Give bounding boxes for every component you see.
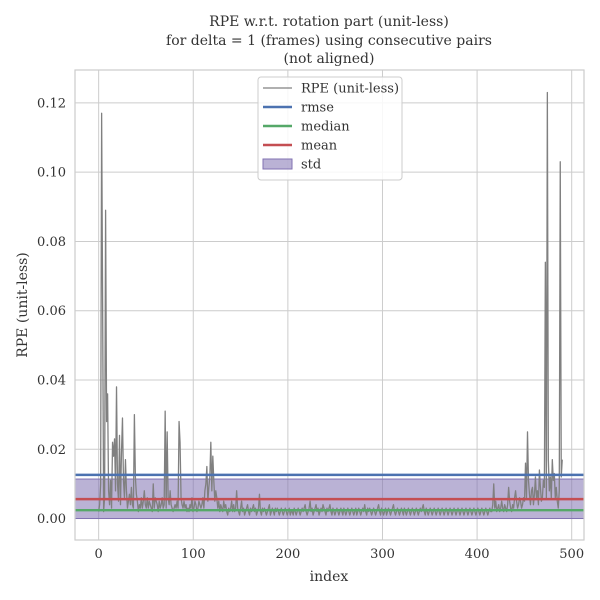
legend-item-mean: mean xyxy=(263,139,338,154)
x-tick-label: 500 xyxy=(559,547,584,562)
x-tick-label: 100 xyxy=(181,547,206,562)
chart-title-line-3: (not aligned) xyxy=(284,51,375,67)
legend-label: RPE (unit-less) xyxy=(301,82,399,97)
x-tick-label: 300 xyxy=(370,547,395,562)
y-tick-label: 0.10 xyxy=(37,166,66,181)
legend-swatch xyxy=(262,158,293,170)
y-tick-label: 0.08 xyxy=(37,235,66,250)
x-axis-label: index xyxy=(310,569,349,585)
legend-label: rmse xyxy=(301,101,334,116)
x-tick-label: 200 xyxy=(275,547,300,562)
legend-label: mean xyxy=(301,139,338,154)
legend-item-std: std xyxy=(262,158,321,173)
legend-label: median xyxy=(301,120,350,135)
x-tick-labels: 0 100 200 300 400 500 xyxy=(95,547,585,562)
y-tick-label: 0.12 xyxy=(37,96,66,111)
legend: RPE (unit-less) rmse median mean std xyxy=(257,76,403,181)
legend-item-median: median xyxy=(263,120,350,135)
plot-frame xyxy=(74,69,585,541)
legend-label: std xyxy=(301,158,321,173)
x-tick-label: 0 xyxy=(95,547,103,562)
y-tick-label: 0.00 xyxy=(37,512,66,527)
chart-title-line-1: RPE w.r.t. rotation part (unit-less) xyxy=(209,14,449,30)
x-tick-label: 400 xyxy=(465,547,490,562)
legend-item-rpe: RPE (unit-less) xyxy=(263,82,399,97)
y-axis-label: RPE (unit-less) xyxy=(15,252,31,358)
legend-item-rmse: rmse xyxy=(263,101,334,116)
chart-title-line-2: for delta = 1 (frames) using consecutive… xyxy=(166,33,492,49)
stat-lines-layer xyxy=(75,473,584,512)
y-tick-label: 0.06 xyxy=(37,304,66,319)
y-tick-label: 0.02 xyxy=(37,443,66,458)
y-tick-label: 0.04 xyxy=(37,373,66,388)
legend-box xyxy=(257,76,403,181)
y-tick-labels: 0.00 0.02 0.04 0.06 0.08 0.10 0.12 xyxy=(37,96,66,527)
chart-title: RPE w.r.t. rotation part (unit-less) for… xyxy=(166,14,492,67)
